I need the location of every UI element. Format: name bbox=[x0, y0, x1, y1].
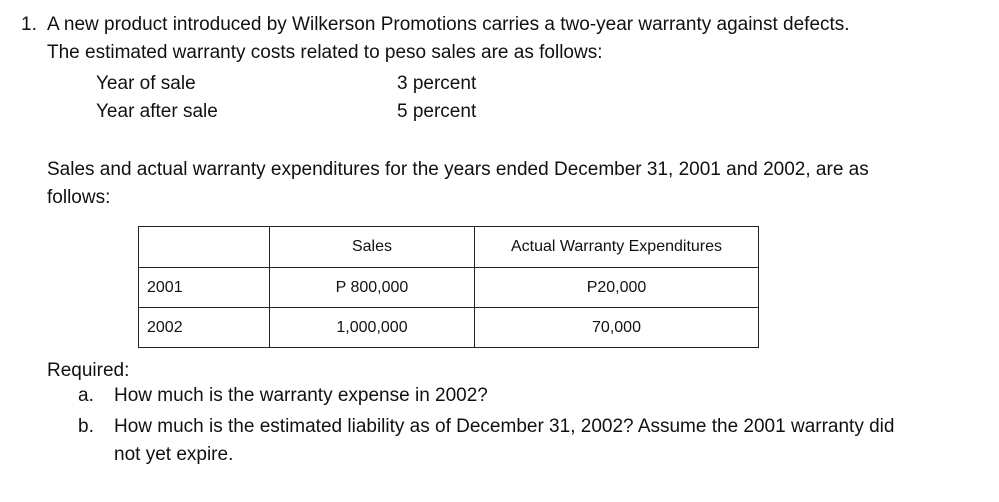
table-cell-sales: P 800,000 bbox=[269, 267, 475, 308]
sales-intro-line-2: follows: bbox=[47, 187, 111, 208]
table-cell-expenditures: P20,000 bbox=[474, 267, 759, 308]
rate-value-year-of-sale: 3 percent bbox=[397, 73, 477, 94]
table-row: 2002 1,000,000 70,000 bbox=[138, 307, 759, 348]
table-cell-year: 2002 bbox=[138, 307, 270, 348]
table-cell-year: 2001 bbox=[138, 267, 270, 308]
problem-intro-line-1: A new product introduced by Wilkerson Pr… bbox=[47, 14, 850, 35]
problem-number: 1. bbox=[21, 14, 37, 35]
sales-expenditures-table: Sales Actual Warranty Expenditures 2001 … bbox=[138, 226, 759, 348]
rate-value-year-after-sale: 5 percent bbox=[397, 101, 477, 122]
table-header-blank bbox=[138, 226, 270, 268]
required-item-a-text: How much is the warranty expense in 2002… bbox=[114, 385, 488, 406]
required-heading: Required: bbox=[47, 360, 130, 381]
table-header-expenditures: Actual Warranty Expenditures bbox=[474, 226, 759, 268]
required-item-a-marker: a. bbox=[78, 385, 94, 406]
table-cell-sales: 1,000,000 bbox=[269, 307, 475, 348]
required-item-b-text-line-1: How much is the estimated liability as o… bbox=[114, 416, 895, 437]
required-item-b-text-line-2: not yet expire. bbox=[114, 444, 234, 465]
table-header-row: Sales Actual Warranty Expenditures bbox=[138, 226, 759, 268]
rate-label-year-of-sale: Year of sale bbox=[96, 73, 196, 94]
table-header-sales: Sales bbox=[269, 226, 475, 268]
problem-intro-line-2: The estimated warranty costs related to … bbox=[47, 42, 603, 63]
table-cell-expenditures: 70,000 bbox=[474, 307, 759, 348]
rate-label-year-after-sale: Year after sale bbox=[96, 101, 218, 122]
sales-intro-line-1: Sales and actual warranty expenditures f… bbox=[47, 159, 869, 180]
table-row: 2001 P 800,000 P20,000 bbox=[138, 267, 759, 308]
required-item-b-marker: b. bbox=[78, 416, 94, 437]
